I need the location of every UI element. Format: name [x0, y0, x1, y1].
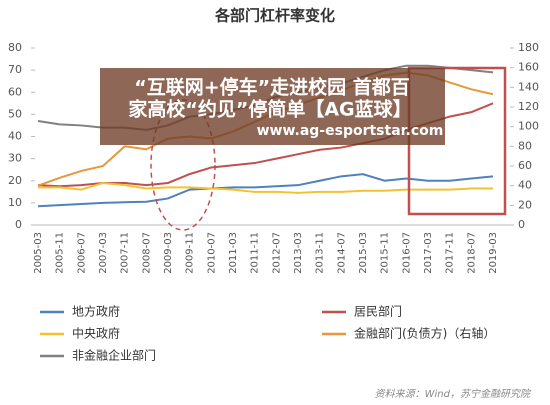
x-tick-label: 2017-03: [423, 232, 434, 274]
x-tick-label: 2011-03: [228, 232, 239, 274]
legend-label: 金融部门(负债方)（右轴）: [354, 326, 495, 341]
overlay-text: “互联网+停车”走进校园 首都百: [134, 76, 410, 99]
y-tick-label: 20: [8, 174, 22, 187]
overlay-url: www.ag-esportstar.com: [257, 123, 444, 139]
x-tick-label: 2008-07: [141, 232, 152, 274]
y2-tick-label: 140: [518, 80, 539, 93]
x-tick-label: 2015-11: [380, 232, 391, 274]
x-tick-label: 2018-07: [466, 232, 477, 274]
legend-label: 地方政府: [72, 304, 120, 319]
x-tick-label: 2013-03: [293, 232, 304, 274]
x-tick-label: 2009-11: [185, 232, 196, 274]
series-line: [38, 181, 493, 194]
y-tick-label: 40: [8, 130, 22, 143]
x-tick-label: 2011-11: [250, 232, 261, 274]
x-tick-label: 2019-03: [488, 232, 499, 274]
x-tick-label: 2013-11: [315, 232, 326, 274]
legend-label: 非金融企业部门: [72, 348, 156, 363]
x-tick-label: 2009-03: [163, 232, 174, 274]
x-tick-label: 2007-03: [98, 232, 109, 274]
chart-title: 各部门杠杆率变化: [214, 7, 335, 25]
y2-tick-label: 180: [518, 41, 539, 54]
overlay-text: 家高校“约见”停简单【AG蓝球】: [128, 98, 411, 121]
y-tick-label: 70: [8, 63, 22, 76]
y2-tick-label: 80: [518, 139, 532, 152]
x-tick-label: 2005-03: [33, 232, 44, 274]
y-tick-label: 80: [8, 41, 22, 54]
x-tick-label: 2016-07: [401, 232, 412, 274]
x-tick-label: 2015-03: [358, 232, 369, 274]
y2-tick-label: 40: [518, 179, 532, 192]
x-tick-label: 2014-07: [336, 232, 347, 274]
y-tick-label: 50: [8, 107, 22, 120]
x-tick-label: 2006-07: [76, 232, 87, 274]
legend-label: 中央政府: [72, 326, 120, 341]
y2-tick-label: 20: [518, 198, 532, 211]
y-tick-label: 60: [8, 85, 22, 98]
y2-tick-label: 160: [518, 61, 539, 74]
x-tick-label: 2010-07: [206, 232, 217, 274]
overlay-banner: [100, 68, 445, 145]
legend-label: 居民部门: [354, 304, 402, 319]
y-tick-label: 10: [8, 196, 22, 209]
source-note: 资料来源：Wind，苏宁金融研究院: [375, 388, 532, 400]
y-tick-label: 0: [15, 218, 22, 231]
x-tick-label: 2012-07: [271, 232, 282, 274]
y2-tick-label: 60: [518, 159, 532, 172]
y2-tick-label: 100: [518, 120, 539, 133]
x-tick-label: 2017-11: [445, 232, 456, 274]
y2-tick-label: 120: [518, 100, 539, 113]
y-tick-label: 30: [8, 152, 22, 165]
x-tick-label: 2007-11: [120, 232, 131, 274]
series-line: [37, 173, 494, 208]
y2-tick-label: 0: [518, 218, 525, 231]
x-tick-label: 2005-11: [55, 232, 66, 274]
